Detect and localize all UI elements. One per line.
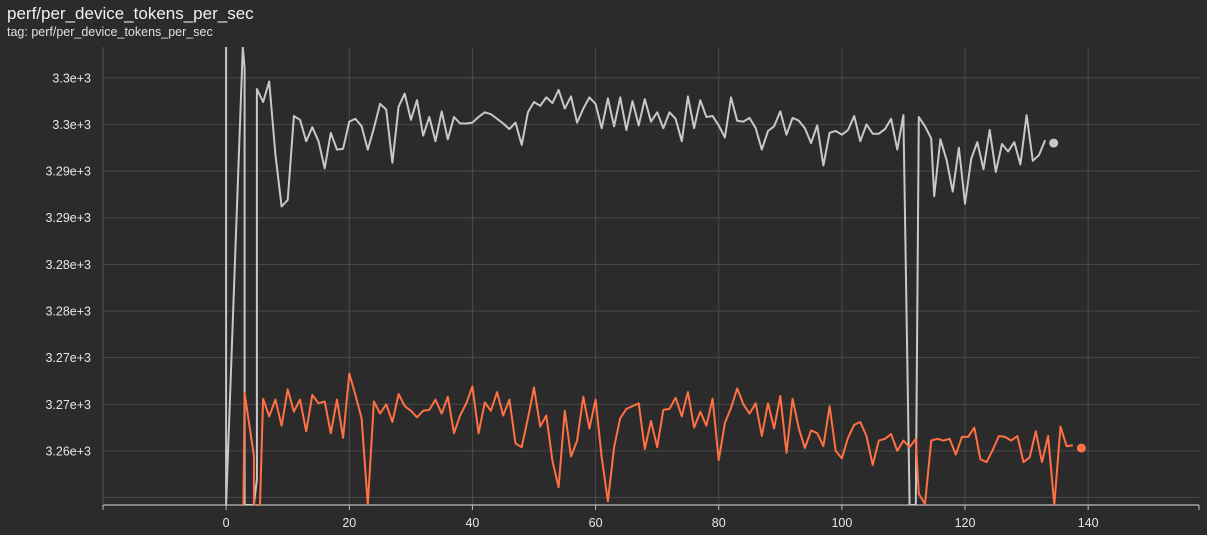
x-tick-label: 140 bbox=[1078, 516, 1099, 530]
y-tick-label: 3.29e+3 bbox=[45, 211, 91, 225]
y-tick-label: 3.28e+3 bbox=[45, 258, 91, 272]
x-tick-label: 80 bbox=[712, 516, 726, 530]
x-axis-ticks: 0 20 40 60 80 100 120 140 bbox=[223, 505, 1099, 530]
series-end-point-2[interactable] bbox=[1076, 443, 1086, 453]
x-tick-label: 20 bbox=[342, 516, 356, 530]
x-tick-label: 120 bbox=[955, 516, 976, 530]
y-tick-label: 3.28e+3 bbox=[45, 304, 91, 318]
x-tick-label: 0 bbox=[223, 516, 230, 530]
y-tick-label: 3.27e+3 bbox=[45, 398, 91, 412]
series-end-point-1[interactable] bbox=[1049, 138, 1059, 148]
y-tick-label: 3.3e+3 bbox=[52, 71, 91, 85]
y-axis-ticks: 3.26e+3 3.27e+3 3.27e+3 3.28e+3 3.28e+3 3.29e… bbox=[45, 71, 91, 458]
series-line-1[interactable] bbox=[225, 47, 1047, 505]
y-tick-label: 3.27e+3 bbox=[45, 351, 91, 365]
axes bbox=[102, 47, 1200, 510]
chart-tag-subtitle: tag: perf/per_device_tokens_per_sec bbox=[7, 25, 213, 39]
y-tick-label: 3.29e+3 bbox=[45, 165, 91, 179]
series-lines bbox=[225, 47, 1086, 506]
x-tick-label: 40 bbox=[465, 516, 479, 530]
series-line-2[interactable] bbox=[242, 372, 1073, 506]
y-tick-label: 3.3e+3 bbox=[52, 118, 91, 132]
x-tick-label: 100 bbox=[831, 516, 852, 530]
chart-title: perf/per_device_tokens_per_sec bbox=[7, 4, 254, 23]
y-tick-label: 3.26e+3 bbox=[45, 444, 91, 458]
x-tick-label: 60 bbox=[589, 516, 603, 530]
